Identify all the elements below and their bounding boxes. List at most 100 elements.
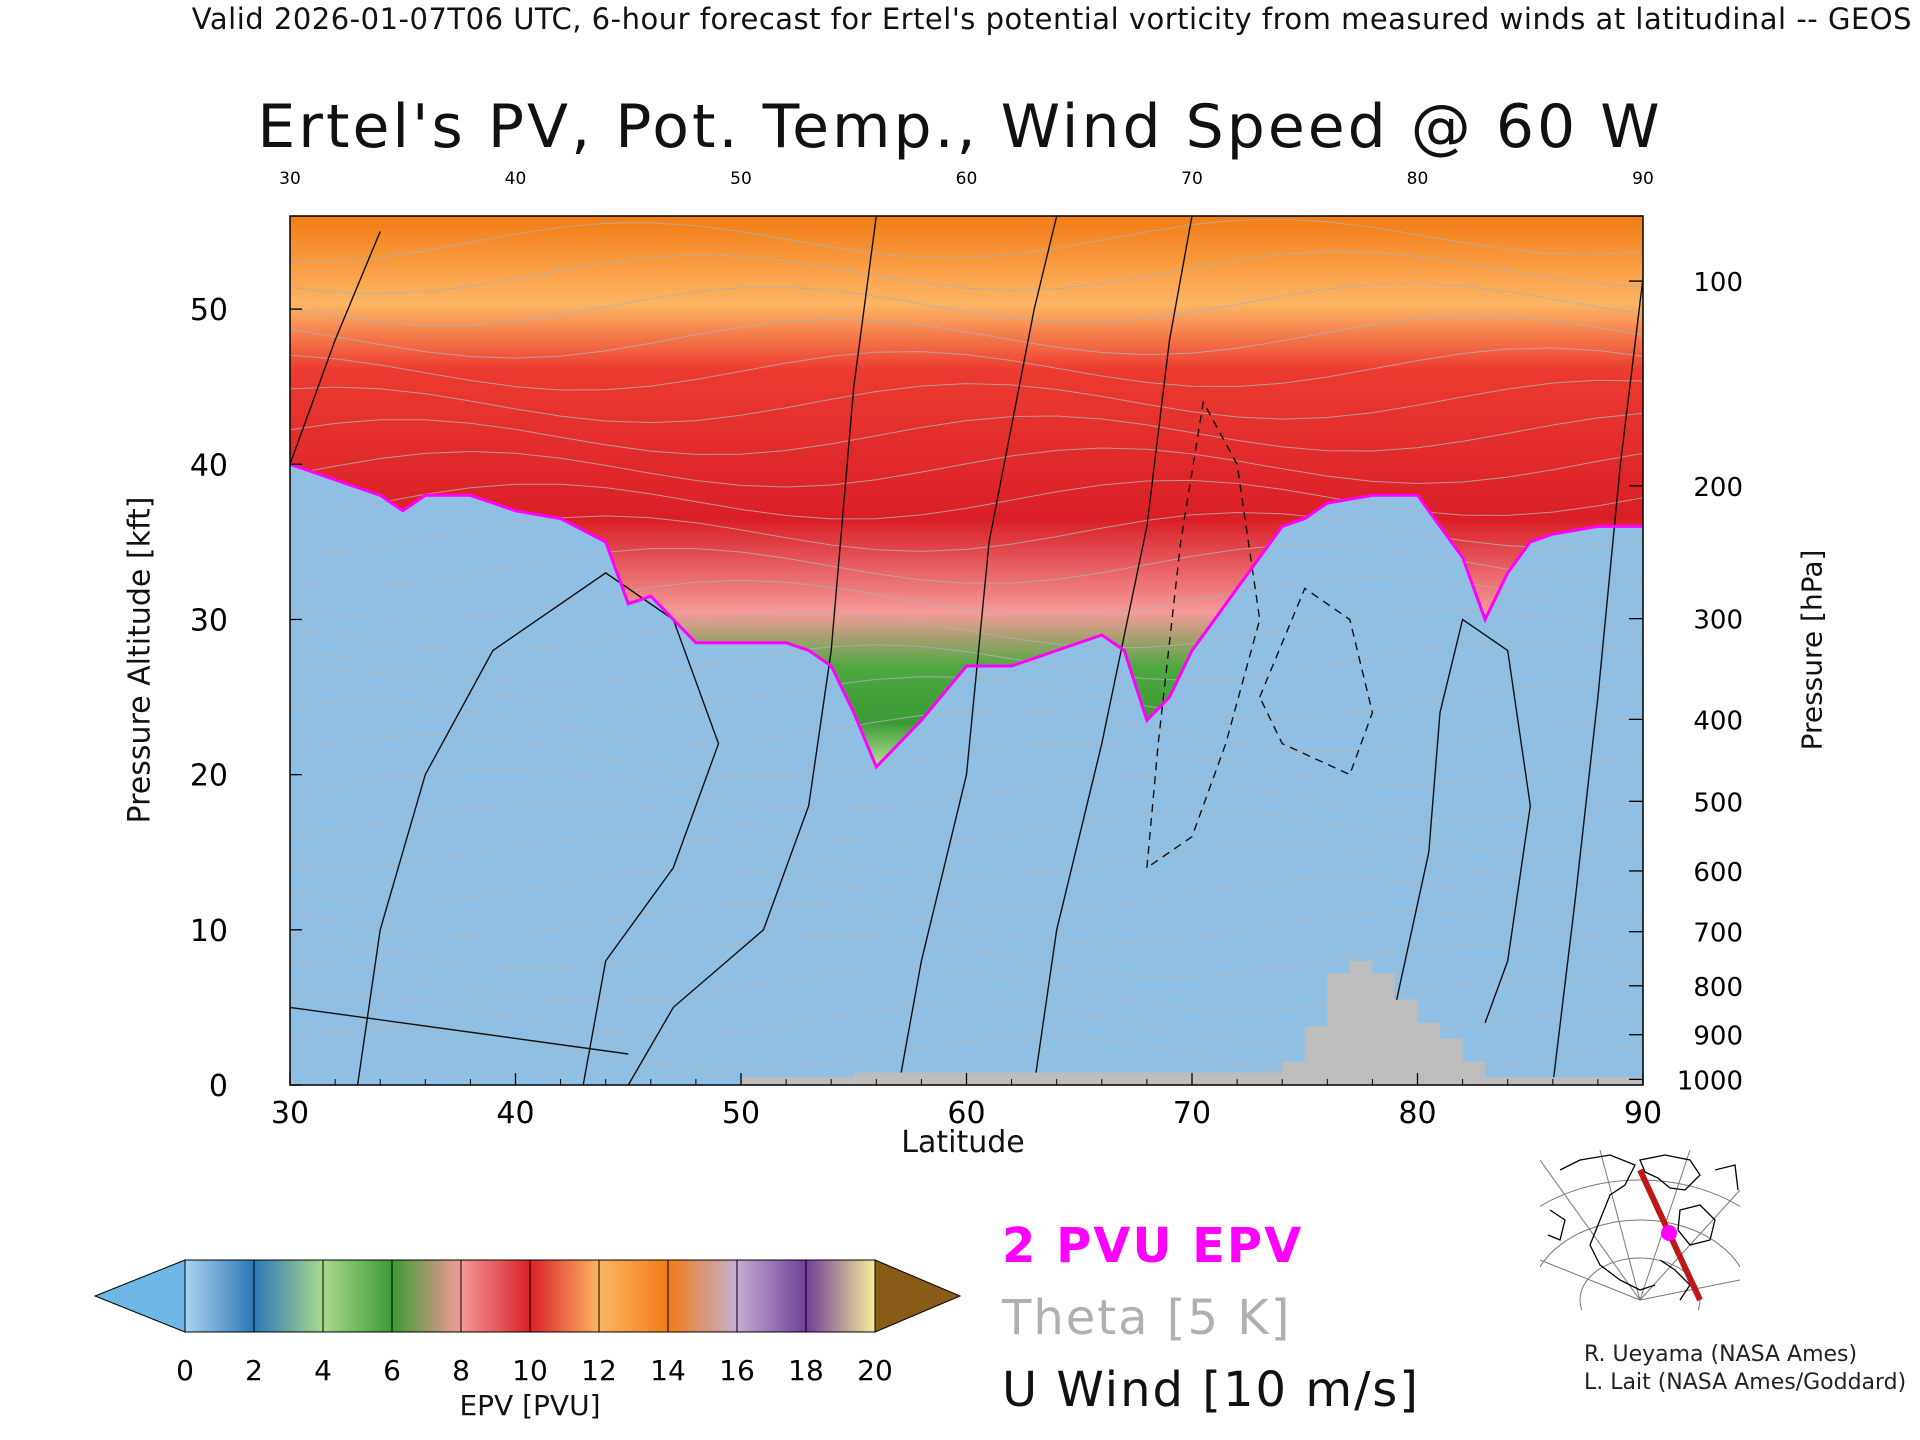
theta-contour-line	[290, 640, 1643, 685]
colorbar-tick-label: 18	[788, 1354, 824, 1387]
x-tick-label: 40	[496, 1096, 534, 1131]
y-tick-label: 40	[190, 448, 228, 483]
colorbar-tick-label: 2	[245, 1354, 263, 1387]
theta-contour-line	[290, 479, 1643, 520]
pressure-tick-label: 300	[1693, 606, 1743, 636]
colorbar-segment	[805, 1259, 876, 1333]
location-map	[1540, 1150, 1740, 1310]
colorbar-tick-label: 8	[452, 1354, 470, 1387]
theta-contour-line	[290, 544, 1643, 588]
theta-contour-line	[290, 576, 1643, 620]
colorbar-segment	[253, 1259, 324, 1333]
colorbar-segment	[598, 1259, 669, 1333]
coastline-icon	[1547, 1154, 1739, 1301]
theta-contour-line	[290, 933, 1643, 978]
y-tick-label: 50	[190, 293, 228, 328]
y-axis-label: Pressure Altitude [kft]	[122, 496, 158, 824]
x-top-tick-label: 90	[1632, 169, 1654, 189]
colorbar-segment	[529, 1259, 600, 1333]
pressure-tick-label: 800	[1693, 973, 1743, 1003]
legend-theta: Theta [5 K]	[1002, 1290, 1292, 1346]
colorbar-segment	[667, 1259, 738, 1333]
theta-contour-line	[290, 447, 1643, 488]
right-axis-label: Pressure [hPa]	[1795, 549, 1829, 751]
credit-line-1: R. Ueyama (NASA Ames)	[1584, 1342, 1858, 1367]
x-tick-label: 60	[947, 1096, 985, 1131]
theta-contour-line	[290, 250, 1643, 295]
colorbar-tick-label: 20	[857, 1354, 893, 1387]
chart-title: Ertel's PV, Pot. Temp., Wind Speed @ 60 …	[257, 92, 1663, 162]
pressure-tick-label: 900	[1693, 1022, 1743, 1052]
colorbar-label: EPV [PVU]	[459, 1389, 601, 1422]
x-tick-label: 70	[1173, 1096, 1211, 1131]
u-wind-contour-line	[290, 1006, 629, 1055]
two-pvu-line	[290, 462, 1643, 770]
u-wind-contour-line	[1552, 278, 1643, 1085]
theta-contour-line	[290, 960, 1643, 1012]
u-wind-contour-line	[1394, 618, 1532, 1024]
theta-contour-line	[290, 767, 1643, 820]
colorbar-tick-label: 14	[650, 1354, 686, 1387]
pressure-tick-label: 600	[1693, 858, 1743, 888]
colorbar-segment	[736, 1259, 807, 1333]
axes: 3030404050506060707080809090010203040501…	[190, 169, 1743, 1131]
u-wind-contours	[290, 216, 1643, 1085]
u-wind-contour-line	[1146, 400, 1261, 869]
theta-contours	[290, 218, 1643, 1079]
theta-contour-line	[290, 412, 1643, 455]
y-tick-label: 0	[209, 1069, 228, 1104]
colorbar-tick-label: 6	[383, 1354, 401, 1387]
colorbar-segment	[460, 1259, 531, 1333]
colorbar-high-arrow	[874, 1259, 962, 1333]
theta-contour-line	[290, 315, 1643, 359]
x-top-tick-label: 70	[1181, 169, 1203, 189]
pressure-tick-label: 700	[1693, 919, 1743, 949]
x-tick-label: 90	[1624, 1096, 1662, 1131]
u-wind-contour-line	[627, 216, 877, 1085]
y-tick-label: 20	[190, 759, 228, 794]
y-tick-label: 30	[190, 603, 228, 638]
pressure-tick-label: 1000	[1677, 1066, 1743, 1096]
x-top-tick-label: 50	[730, 169, 752, 189]
u-wind-contour-line	[898, 216, 1058, 1085]
theta-contour-line	[290, 379, 1643, 424]
colorbar-segment	[184, 1259, 255, 1333]
credit-line-2: L. Lait (NASA Ames/Goddard)	[1584, 1370, 1907, 1395]
x-top-tick-label: 30	[279, 169, 301, 189]
surface-terrain	[290, 960, 1643, 1085]
theta-contour-line	[290, 868, 1643, 919]
x-top-tick-label: 60	[956, 169, 978, 189]
y-tick-label: 10	[190, 914, 228, 949]
theta-contour-line	[290, 608, 1643, 652]
colorbar-tick-label: 0	[176, 1354, 194, 1387]
legend-wind: U Wind [10 m/s]	[1002, 1362, 1421, 1418]
theta-contour-line	[290, 801, 1643, 853]
colorbar-tick-label: 12	[581, 1354, 617, 1387]
theta-contour-line	[290, 347, 1643, 391]
theta-contour-line	[290, 218, 1643, 262]
x-top-tick-label: 80	[1407, 169, 1429, 189]
colorbar: 0 2 4 6 8 10 12 14 16 18 20	[93, 1259, 962, 1387]
stratosphere-fill	[290, 216, 1643, 767]
x-tick-label: 50	[722, 1096, 760, 1131]
u-wind-contour-line	[356, 572, 720, 1085]
colorbar-segment	[322, 1259, 393, 1333]
theta-contour-line	[290, 834, 1643, 887]
x-axis-label: Latitude	[901, 1125, 1025, 1160]
page-header: Valid 2026-01-07T06 UTC, 6-hour forecast…	[191, 2, 1912, 36]
theta-contour-line	[290, 667, 1643, 719]
u-wind-contour-line	[1033, 216, 1193, 1085]
u-wind-contour-line	[1259, 587, 1374, 776]
colorbar-low-arrow	[93, 1259, 186, 1333]
colorbar-tick-label: 10	[512, 1354, 548, 1387]
pressure-tick-label: 100	[1693, 268, 1743, 298]
colorbar-tick-label: 16	[719, 1354, 755, 1387]
x-tick-label: 80	[1398, 1096, 1436, 1131]
theta-contour-line	[290, 902, 1643, 946]
x-top-tick-label: 40	[505, 169, 527, 189]
theta-contour-line	[290, 282, 1643, 327]
theta-contour-line	[290, 700, 1643, 753]
u-wind-contour-line	[290, 231, 381, 465]
location-marker-icon	[1661, 1225, 1677, 1241]
x-tick-label: 30	[271, 1096, 309, 1131]
